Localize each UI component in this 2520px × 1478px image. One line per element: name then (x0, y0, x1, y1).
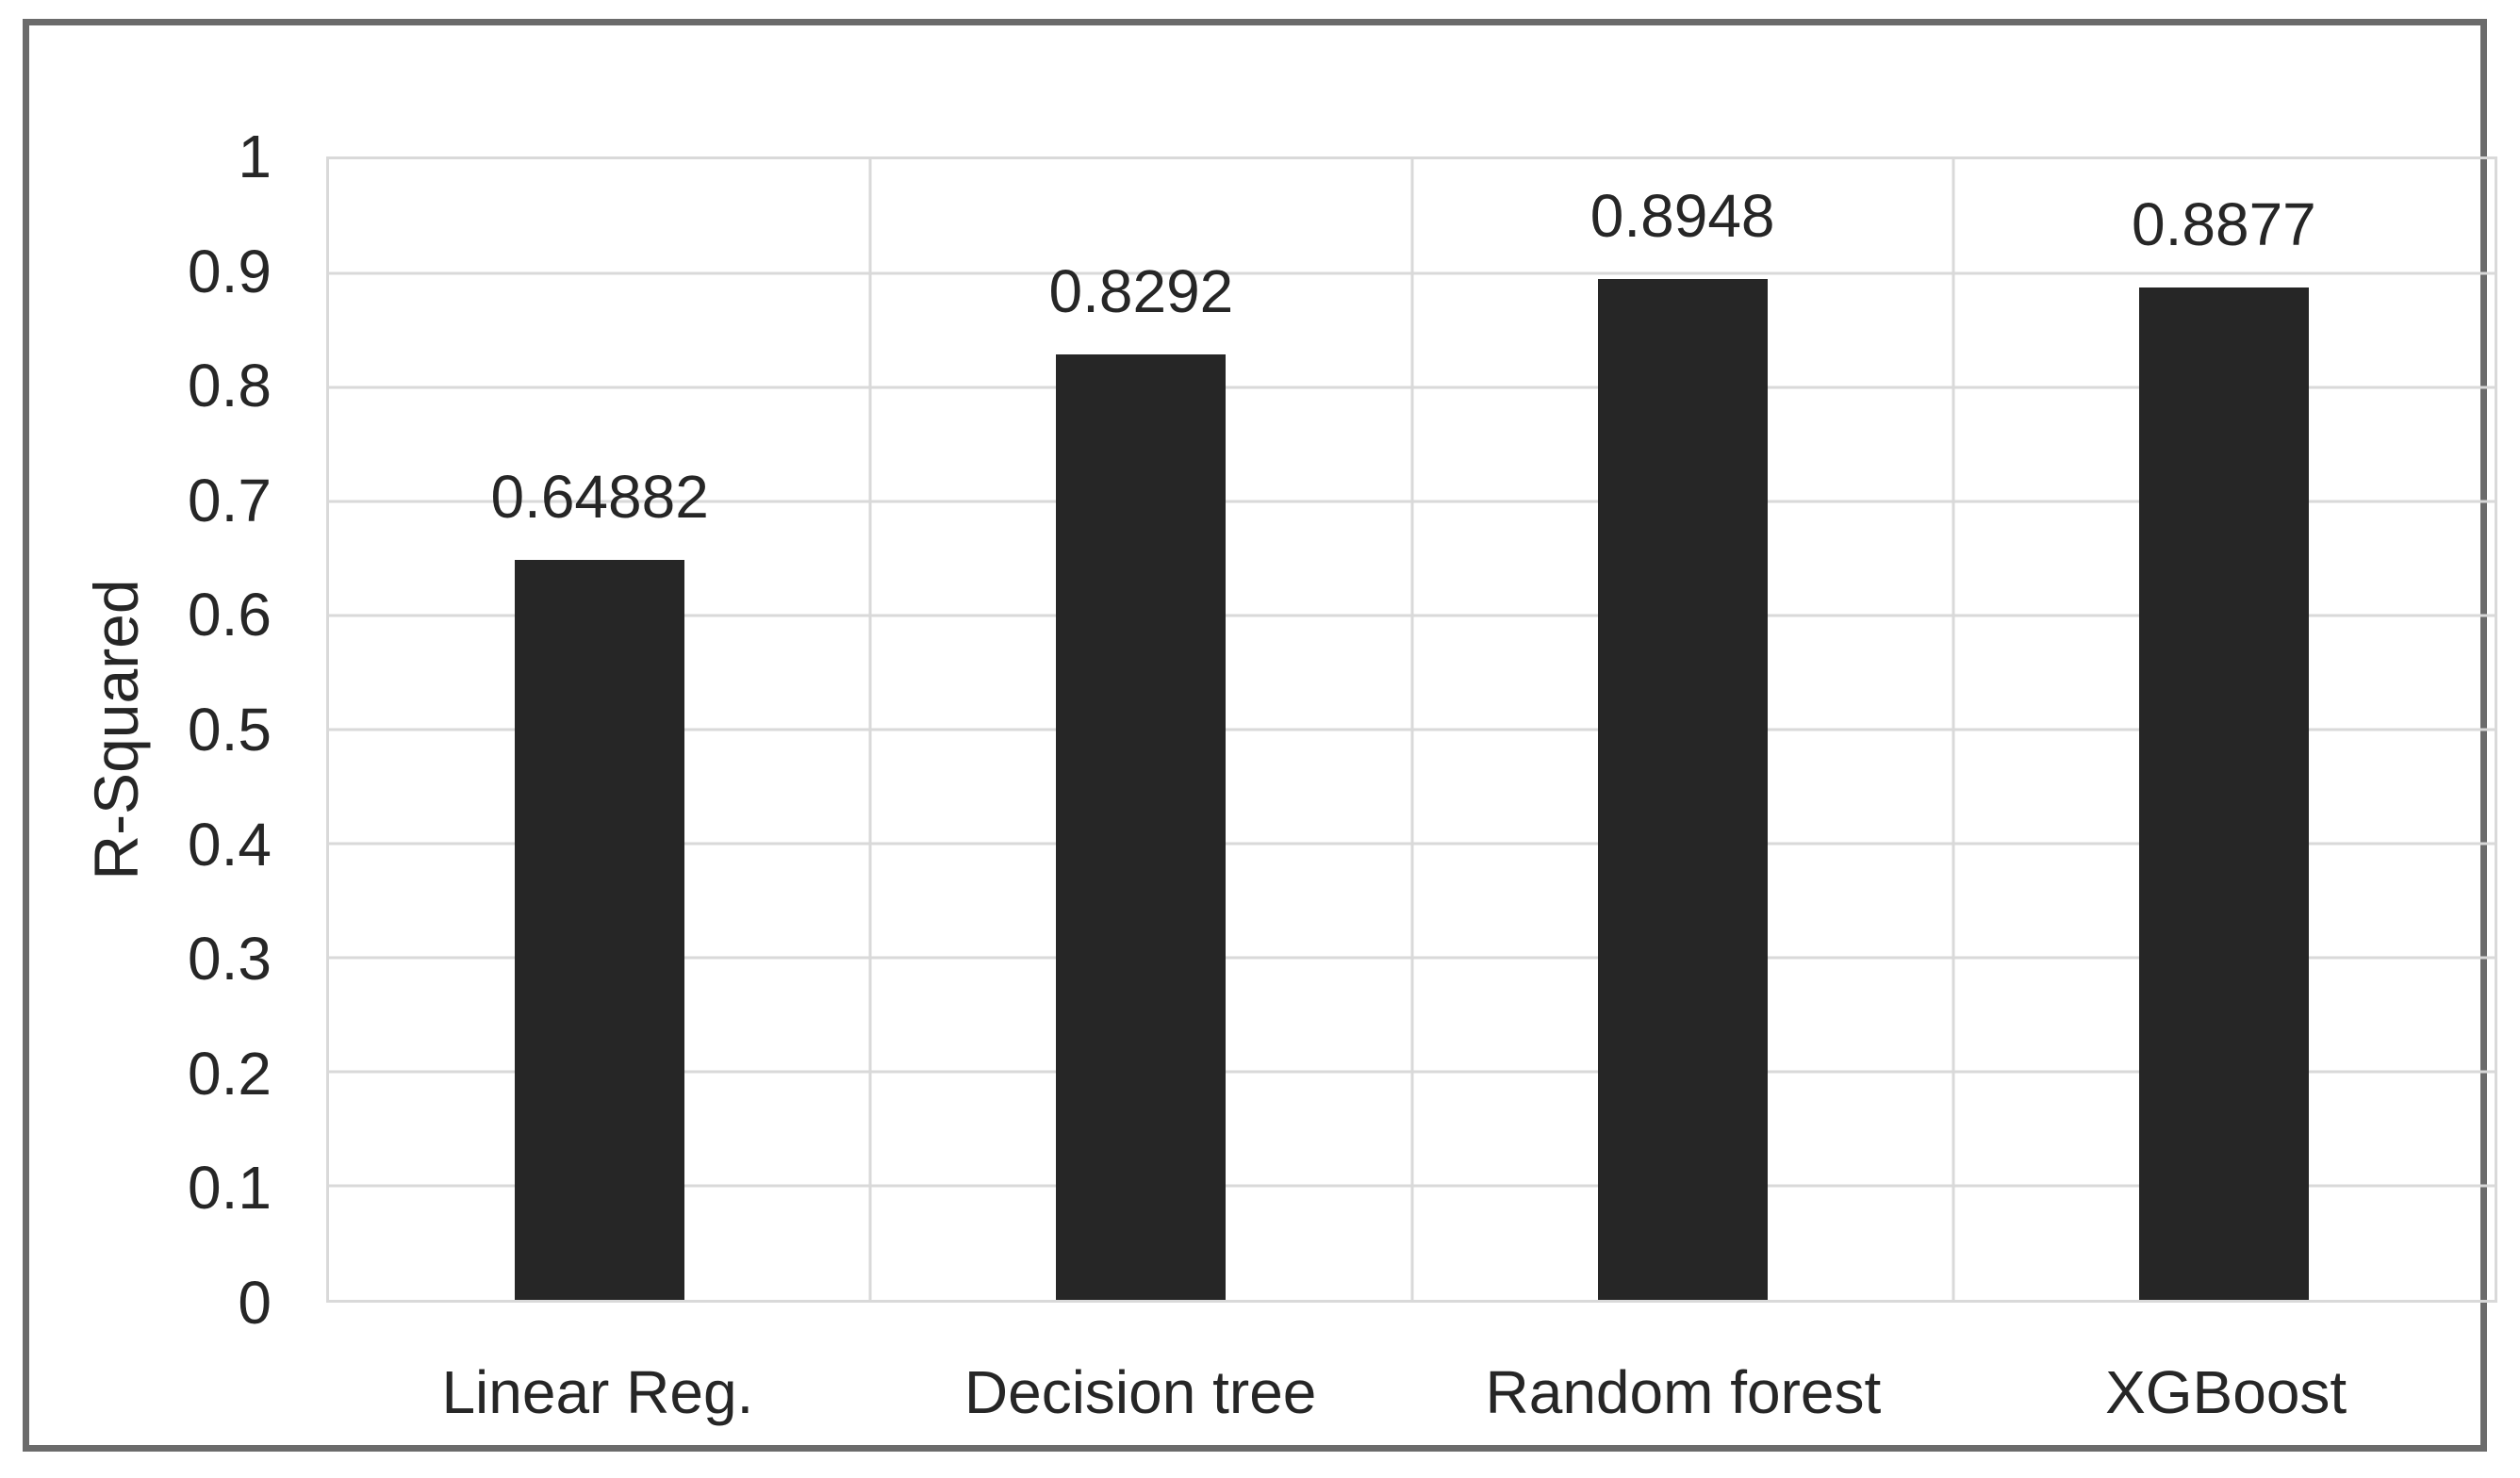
x-axis-label-xgboost: XGBoost (2105, 1358, 2347, 1426)
y-axis-tick-label: 0.7 (188, 466, 272, 534)
bar-xgboost (2138, 287, 2309, 1300)
bar-linear-reg (515, 559, 685, 1300)
y-axis-tick-label: 1 (238, 123, 272, 190)
bars-container: 0.64882 0.8292 0.8948 0.8877 (329, 159, 2495, 1300)
bar-group-random-forest: 0.8948 (1412, 159, 1953, 1300)
y-axis-tick-label: 0.6 (188, 581, 272, 649)
y-axis-tick-label: 0.9 (188, 237, 272, 305)
gridline-vertical (868, 159, 872, 1300)
gridline-vertical (1952, 159, 1955, 1300)
y-axis-tick-label: 0.4 (188, 810, 272, 879)
y-axis-tick-label: 0 (238, 1269, 272, 1337)
y-axis-tick-label: 0.1 (188, 1154, 272, 1223)
bar-value-label: 0.8292 (1048, 256, 1234, 325)
gridline-vertical (1410, 159, 1413, 1300)
plot-area: 0.64882 0.8292 0.8948 0.8877 (326, 156, 2497, 1303)
bar-group-xgboost: 0.8877 (1953, 159, 2495, 1300)
y-axis-tick-label: 0.5 (188, 696, 272, 764)
bar-group-linear-reg: 0.64882 (329, 159, 870, 1300)
x-axis-labels: Linear Reg. Decision tree Random forest … (326, 1331, 2497, 1427)
x-axis-label-linear-reg: Linear Reg. (441, 1358, 754, 1426)
chart-frame: R-Squared 1 0.9 0.8 0.7 0.6 0.5 0.4 0.3 … (23, 19, 2497, 1452)
y-axis-tick-label: 0.8 (188, 352, 272, 420)
y-axis-tick-label: 0.2 (188, 1039, 272, 1108)
bar-random-forest (1597, 279, 1768, 1300)
y-axis-tick-label: 0.3 (188, 925, 272, 994)
x-axis-label-decision-tree: Decision tree (964, 1358, 1317, 1426)
bar-value-label: 0.8948 (1589, 182, 1775, 251)
bar-value-label: 0.64882 (490, 462, 709, 531)
bar-decision-tree (1056, 353, 1227, 1300)
x-axis-label-random-forest: Random forest (1485, 1358, 1882, 1426)
y-axis-tick-labels: 1 0.9 0.8 0.7 0.6 0.5 0.4 0.3 0.2 0.1 0 (52, 123, 326, 1337)
bar-value-label: 0.8877 (2132, 189, 2316, 258)
bar-group-decision-tree: 0.8292 (870, 159, 1411, 1300)
